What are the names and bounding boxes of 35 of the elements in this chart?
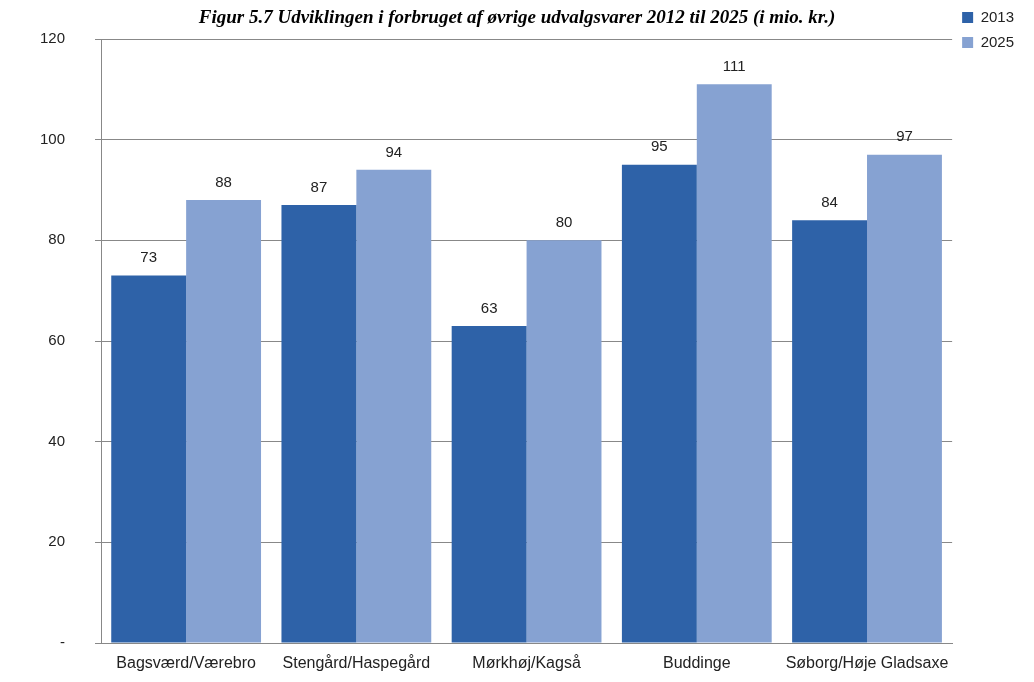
data-label: 87 bbox=[310, 177, 328, 195]
y-tick-label: - bbox=[60, 633, 66, 651]
x-tick-label: Mørkhøj/Kagså bbox=[472, 654, 581, 672]
data-label: 63 bbox=[480, 298, 498, 316]
data-label: 97 bbox=[896, 127, 913, 145]
y-tick-label: 60 bbox=[48, 331, 66, 349]
bar bbox=[356, 169, 432, 643]
bar bbox=[111, 275, 187, 643]
x-tick-label: Stengård/Haspegård bbox=[282, 654, 431, 672]
data-label: 111 bbox=[722, 56, 746, 74]
bar bbox=[186, 200, 262, 643]
bar bbox=[451, 325, 527, 643]
data-label: 88 bbox=[215, 172, 232, 190]
bar bbox=[281, 205, 357, 643]
legend-label: 2025 bbox=[980, 32, 1015, 50]
data-label: 94 bbox=[385, 142, 403, 160]
data-label: 95 bbox=[651, 137, 668, 155]
y-tick-label: 80 bbox=[48, 230, 66, 248]
data-label: 73 bbox=[140, 248, 158, 266]
x-tick-label: Buddinge bbox=[662, 654, 731, 672]
bar bbox=[867, 154, 942, 643]
bar bbox=[621, 164, 697, 643]
y-tick-label: 20 bbox=[48, 532, 66, 550]
y-tick-label: 100 bbox=[40, 129, 66, 147]
bar bbox=[526, 240, 602, 643]
legend-label: 2013 bbox=[980, 7, 1015, 25]
x-tick-label: Søborg/Høje Gladsaxe bbox=[785, 654, 949, 672]
chart-title: Figur 5.7 Udviklingen i forbruget af øvrige udvalgsvarer 2012 til 2025 (i mio. kr.) bbox=[197, 5, 836, 28]
bar bbox=[696, 84, 772, 643]
bar bbox=[792, 220, 868, 643]
x-tick-label: Bagsværd/Værebro bbox=[116, 654, 257, 672]
y-tick-label: 40 bbox=[48, 431, 66, 449]
data-label: 80 bbox=[555, 212, 573, 230]
y-tick-label: 120 bbox=[40, 29, 66, 47]
data-label: 84 bbox=[821, 192, 838, 210]
